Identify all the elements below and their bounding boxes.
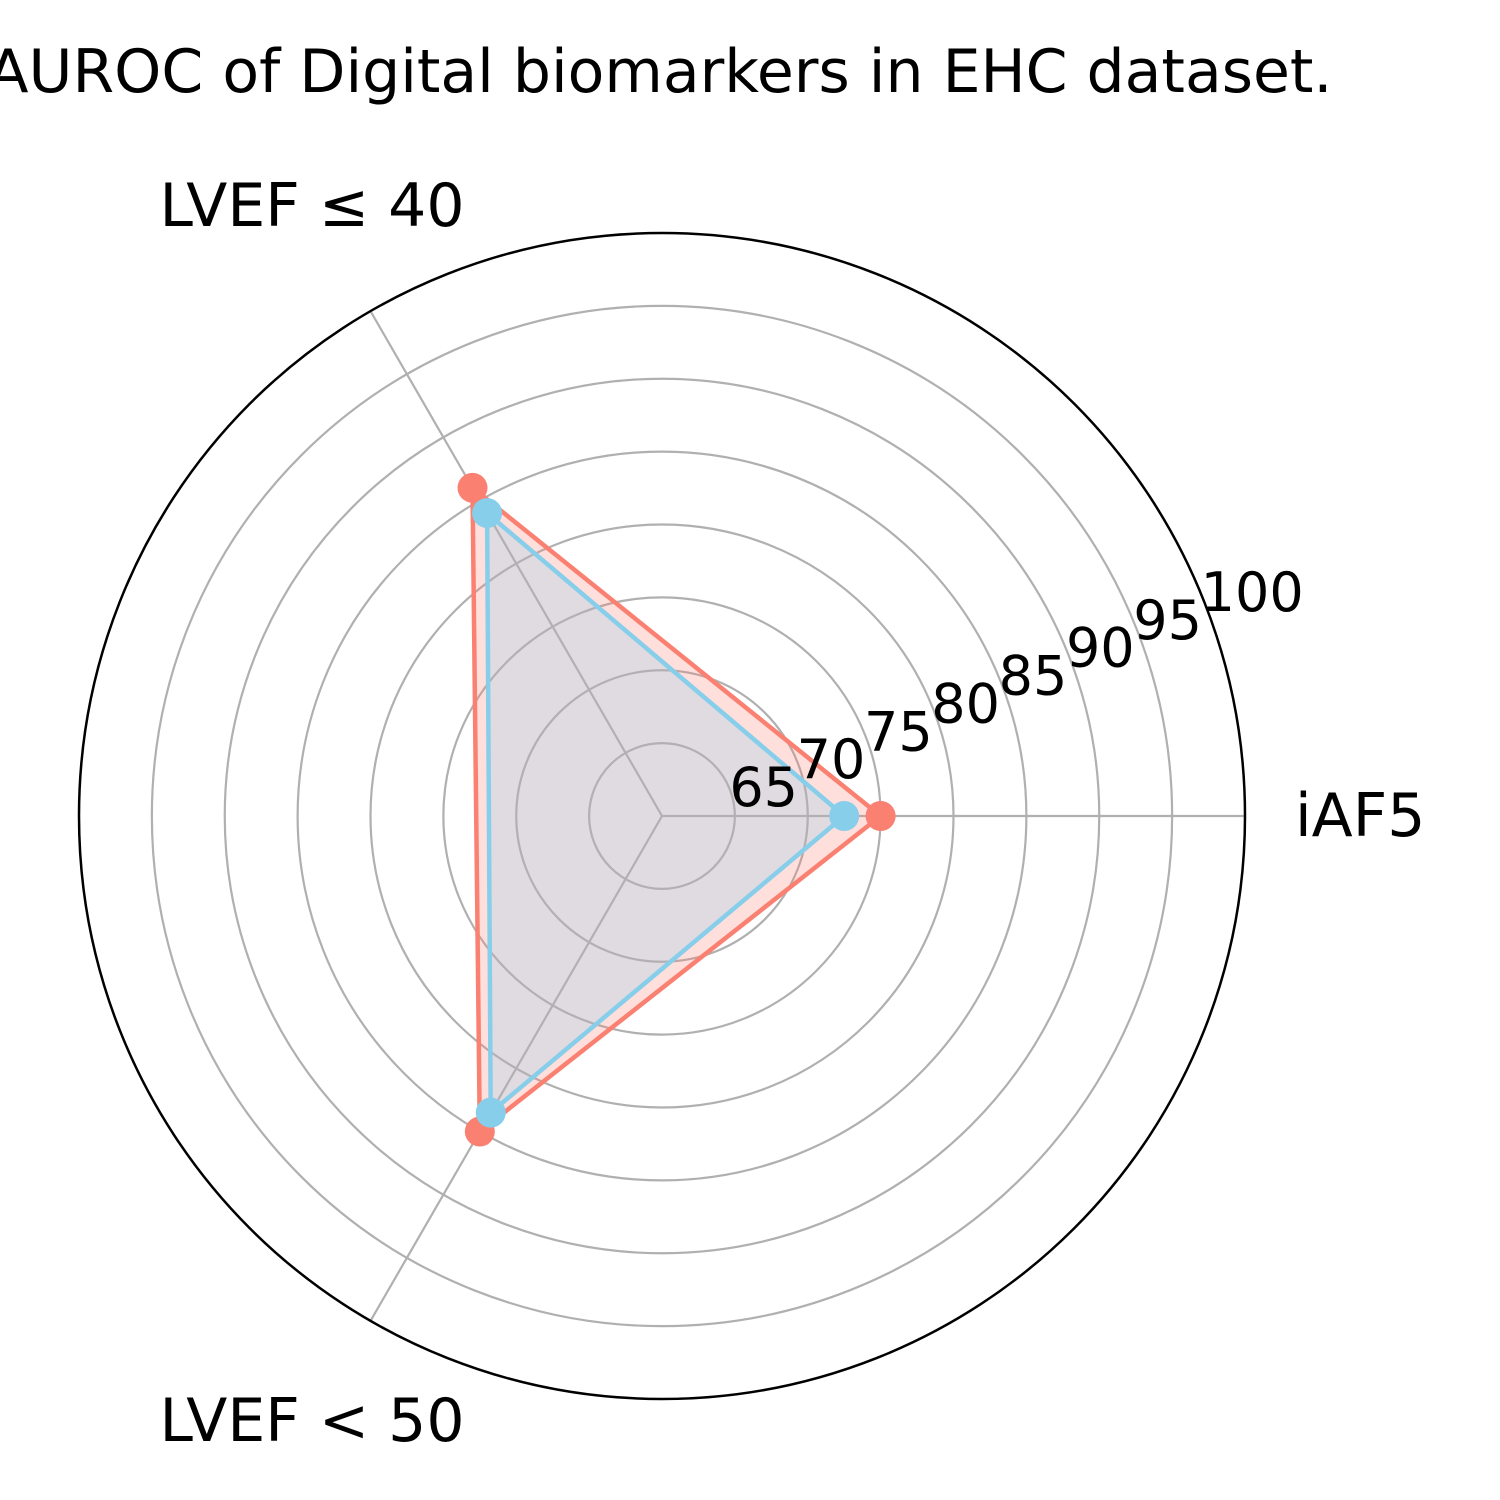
radial-tick-label: 95	[1133, 589, 1202, 652]
polar-frame	[77, 231, 1247, 1401]
radial-tick-label: 100	[1201, 561, 1304, 624]
series-point	[475, 1097, 506, 1128]
radial-tick-label: 80	[931, 672, 1000, 735]
series-point	[865, 801, 896, 831]
chart-title: AUROC of Digital biomarkers in EHC datas…	[0, 37, 1332, 107]
category-label: iAF5	[1295, 781, 1425, 851]
series-point	[457, 472, 488, 503]
radial-tick-label: 75	[864, 700, 933, 763]
grid-spoke	[369, 815, 663, 1322]
radial-tick-label: 70	[797, 728, 866, 791]
series-line	[484, 510, 847, 1115]
series-point	[472, 498, 503, 529]
radial-tick-label: 65	[729, 756, 798, 819]
series-area	[487, 513, 845, 1113]
series-point	[829, 801, 860, 831]
series-layer	[457, 472, 896, 1147]
grid-spoke	[369, 310, 663, 817]
radial-tick-label: 85	[999, 645, 1068, 708]
category-label: LVEF < 50	[159, 1386, 464, 1456]
series-area	[472, 487, 881, 1132]
category-label: LVEF ≤ 40	[159, 171, 464, 241]
category-labels: iAF5 LVEF ≤ 40 LVEF < 50	[159, 171, 1425, 1456]
angular-grid	[369, 310, 1245, 1322]
series-line	[470, 485, 883, 1134]
radial-tick-label: 90	[1066, 617, 1135, 680]
